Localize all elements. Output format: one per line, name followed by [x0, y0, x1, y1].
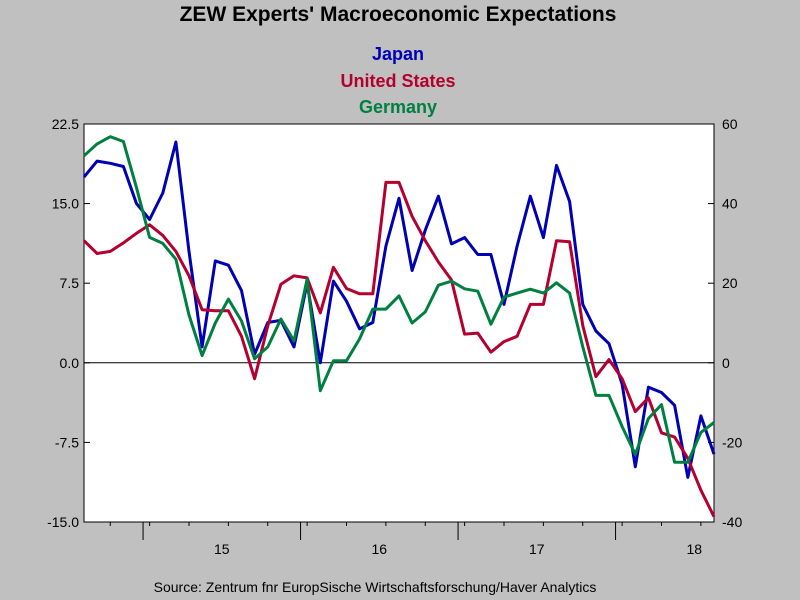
left-tick-label: 15.0 [52, 196, 79, 212]
left-tick-label: -15.0 [47, 514, 79, 530]
left-tick-label: 0.0 [60, 355, 80, 371]
x-year-label: 18 [687, 541, 703, 557]
right-tick-label: 40 [722, 196, 738, 212]
left-tick-label: 22.5 [52, 116, 79, 132]
series-line-united-states [82, 180, 716, 518]
x-year-label: 15 [214, 541, 230, 557]
axis-ticks: 22.5 15.0 7.5 0.0 -7.5 -15.0 60 40 20 0 -20 -40 15 16… [47, 116, 742, 557]
x-year-label: 17 [529, 541, 545, 557]
right-tick-label: -40 [722, 514, 742, 530]
source-note: Source: Zentrum fnr EuropSische Wirtscha… [154, 579, 597, 595]
right-tick-label: -20 [722, 434, 742, 450]
legend-united-states: United States [340, 71, 455, 91]
left-tick-label: -7.5 [55, 434, 79, 450]
legend-japan: Japan [372, 44, 424, 64]
right-tick-label: 0 [722, 355, 730, 371]
plot-area [83, 123, 715, 523]
series-line-japan [82, 140, 716, 479]
chart-title: ZEW Experts' Macroeconomic Expectations [180, 3, 617, 26]
series-lines [82, 135, 716, 518]
right-tick-label: 20 [722, 275, 738, 291]
right-tick-label: 60 [722, 116, 738, 132]
x-year-label: 16 [372, 541, 388, 557]
left-tick-label: 7.5 [60, 275, 80, 291]
legend-germany: Germany [359, 97, 437, 117]
series-line-germany [82, 135, 715, 464]
